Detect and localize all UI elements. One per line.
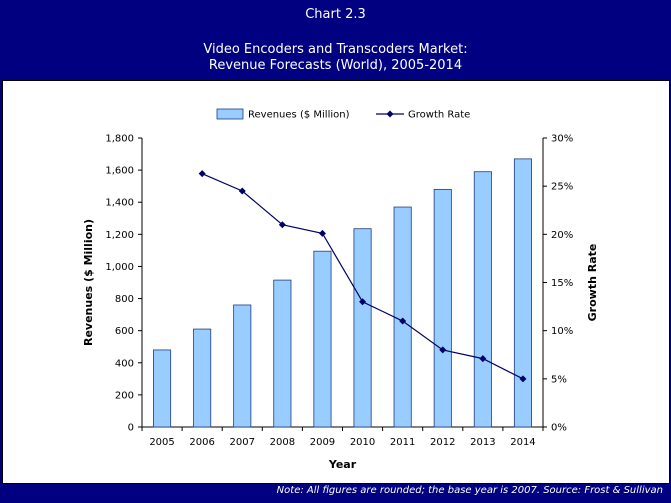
- growth-rate-point: [479, 355, 487, 363]
- y-tick-label-right: 0%: [551, 423, 567, 434]
- y-tick-label-left: 400: [115, 358, 134, 369]
- y-tick-label-left: 200: [115, 390, 134, 401]
- legend-label-growth: Growth Rate: [408, 110, 470, 121]
- y-tick-label-right: 25%: [551, 182, 573, 193]
- growth-rate-point: [238, 187, 246, 195]
- growth-rate-point: [318, 229, 326, 237]
- legend-label-revenue: Revenues ($ Million): [248, 110, 350, 121]
- x-tick-label: 2011: [390, 437, 415, 448]
- chart-title-line-2: Revenue Forecasts (World), 2005-2014: [208, 58, 463, 73]
- y-tick-label-right: 10%: [551, 326, 573, 337]
- bar-revenue: [473, 171, 492, 428]
- x-tick-label: 2006: [189, 437, 214, 448]
- y-tick-label-right: 5%: [551, 374, 567, 385]
- bar-revenue: [393, 206, 412, 428]
- growth-rate-point: [278, 221, 286, 229]
- bar-revenue: [353, 228, 372, 428]
- growth-rate-point: [198, 170, 206, 178]
- y-tick-label-right: 30%: [551, 134, 573, 145]
- y-tick-label-left: 0: [128, 423, 134, 434]
- chart-title-line-1: Video Encoders and Transcoders Market:: [203, 42, 468, 57]
- y-tick-label-left: 1,600: [105, 166, 134, 177]
- x-axis-label: Year: [328, 458, 357, 471]
- x-tick-label: 2007: [230, 437, 255, 448]
- x-tick-label: 2005: [149, 437, 174, 448]
- y-tick-label-left: 800: [115, 294, 134, 305]
- y-tick-label-left: 1,800: [105, 134, 134, 145]
- x-tick-label: 2013: [470, 437, 495, 448]
- plot-area: 0 200 400 600 800 1,000 1,200 1,400 1,600 1,800 0%…: [2, 80, 670, 484]
- bar-revenue: [433, 188, 452, 428]
- legend-marker-growth: [386, 110, 394, 118]
- y-tick-label-left: 1,400: [105, 198, 134, 209]
- growth-rate-point: [399, 317, 407, 325]
- bar-revenue: [513, 158, 532, 428]
- y-axis-label-left: Revenues ($ Million): [82, 219, 95, 346]
- x-tick-label: 2009: [310, 437, 335, 448]
- y-tick-label-right: 20%: [551, 230, 573, 241]
- bar-revenue: [233, 304, 252, 428]
- x-tick-label: 2008: [270, 437, 295, 448]
- chart-svg: 0 200 400 600 800 1,000 1,200 1,400 1,600 1,800 0%…: [82, 108, 599, 471]
- legend-swatch-revenue: [216, 108, 244, 120]
- bar-revenue: [193, 328, 212, 428]
- y-tick-label-right: 15%: [551, 278, 573, 289]
- chart-number: Chart 2.3: [305, 7, 366, 22]
- bar-revenue: [153, 349, 172, 428]
- x-tick-label: 2012: [430, 437, 455, 448]
- bar-revenue: [313, 250, 332, 428]
- y-axis-label-right: Growth Rate: [586, 244, 599, 322]
- y-tick-label-left: 600: [115, 326, 134, 337]
- source-note: Note: All figures are rounded; the base …: [276, 485, 663, 496]
- bar-revenue: [273, 279, 292, 428]
- x-tick-label: 2014: [510, 437, 535, 448]
- x-tick-label: 2010: [350, 437, 375, 448]
- y-tick-label-left: 1,200: [105, 230, 134, 241]
- growth-rate-point: [439, 346, 447, 354]
- y-tick-label-left: 1,000: [105, 262, 134, 273]
- chart-title: Video Encoders and Transcoders Market: R…: [0, 42, 671, 74]
- growth-rate-point: [359, 298, 367, 306]
- growth-rate-point: [519, 375, 527, 383]
- chart-header: Chart 2.3 Video Encoders and Transcoders…: [0, 0, 671, 80]
